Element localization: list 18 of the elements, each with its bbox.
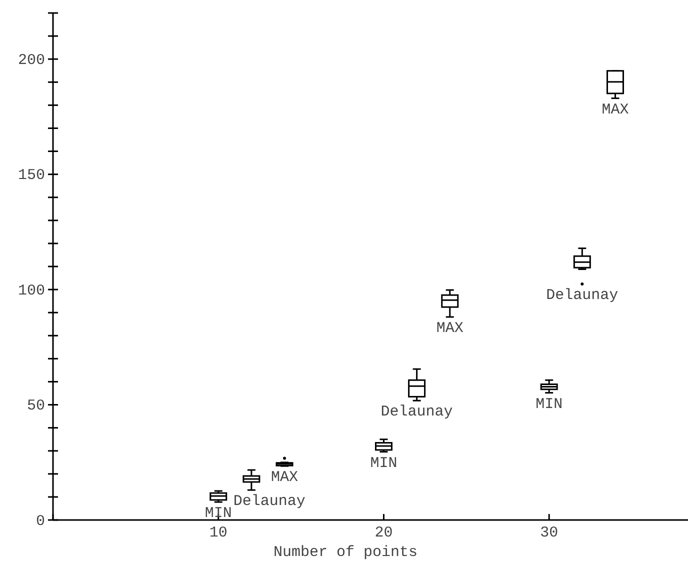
y-tick-label: 50 (26, 398, 45, 415)
series-label: Delaunay (233, 493, 306, 510)
x-tick-label: 30 (540, 524, 558, 542)
series-label: MIN (370, 454, 398, 472)
text: MAX (602, 101, 629, 118)
series-label: MAX (271, 469, 298, 486)
text: MIN (204, 505, 232, 522)
text: Delaunay (380, 404, 453, 421)
text: MAX (436, 320, 464, 337)
x-tick-label: 20 (374, 524, 393, 542)
y-tick-label: 200 (18, 52, 45, 69)
text: MIN (536, 396, 563, 413)
y-tick-label: 0 (36, 512, 45, 530)
y-tick-label: 150 (18, 167, 45, 184)
text: Delaunay (546, 287, 618, 304)
x-axis-title: Number of points (273, 544, 418, 561)
x-tick-label: 10 (209, 524, 228, 542)
y-tick-label: 100 (18, 282, 45, 300)
